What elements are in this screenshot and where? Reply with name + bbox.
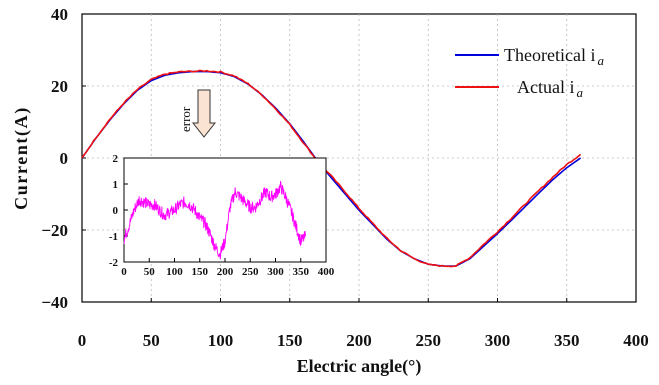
error-series-line bbox=[123, 180, 307, 260]
main-xtick-label: 350 bbox=[554, 331, 580, 350]
inset-xtick-label: 400 bbox=[318, 266, 335, 278]
main-xtick-label: 400 bbox=[623, 331, 649, 350]
error-arrow bbox=[191, 89, 217, 138]
actual-series-line bbox=[81, 69, 582, 268]
main-xtick-label: 300 bbox=[485, 331, 511, 350]
inset-xtick-label: 250 bbox=[242, 266, 259, 278]
main-ytick-label: −40 bbox=[41, 293, 68, 312]
inset-ytick-label: 1 bbox=[113, 179, 119, 191]
inset-xtick-label: 50 bbox=[144, 266, 156, 278]
main-xtick-label: 250 bbox=[416, 331, 442, 350]
inset-xtick-label: 100 bbox=[166, 266, 183, 278]
main-xtick-label: 0 bbox=[78, 331, 87, 350]
inset-series bbox=[123, 180, 307, 260]
error-label: error bbox=[178, 106, 193, 132]
main-ytick-label: −20 bbox=[41, 221, 68, 240]
main-series bbox=[81, 69, 582, 268]
theoretical-series-line bbox=[81, 70, 582, 267]
inset-ticks: 0 50 100 150 200 250 300 350 400 2 1 0 -1 -2 bbox=[109, 153, 335, 278]
inset-chart: 0 50 100 150 200 250 300 350 400 2 1 0 -1 -2 bbox=[109, 153, 335, 278]
main-xtick-label: 50 bbox=[143, 331, 160, 350]
main-xtick-label: 100 bbox=[208, 331, 234, 350]
inset-ytick-label: -2 bbox=[109, 257, 119, 269]
inset-ytick-label: 2 bbox=[113, 153, 119, 165]
main-ytick-label: 0 bbox=[60, 149, 69, 168]
main-xtick-label: 150 bbox=[277, 331, 303, 350]
inset-xtick-label: 350 bbox=[293, 266, 310, 278]
inset-ytick-label: -1 bbox=[109, 231, 118, 243]
inset-xtick-label: 150 bbox=[192, 266, 209, 278]
inset-xtick-label: 0 bbox=[121, 266, 127, 278]
x-axis-label: Electric angle(°) bbox=[297, 356, 422, 377]
inset-ytick-label: 0 bbox=[113, 205, 119, 217]
y-axis-label: Current(A) bbox=[11, 106, 32, 210]
inset-xtick-label: 200 bbox=[217, 266, 234, 278]
error-annotation: error bbox=[178, 89, 217, 138]
main-ytick-label: 20 bbox=[51, 77, 68, 96]
main-xtick-label: 200 bbox=[346, 331, 372, 350]
main-ytick-label: 40 bbox=[51, 5, 68, 24]
inset-xtick-label: 300 bbox=[267, 266, 284, 278]
